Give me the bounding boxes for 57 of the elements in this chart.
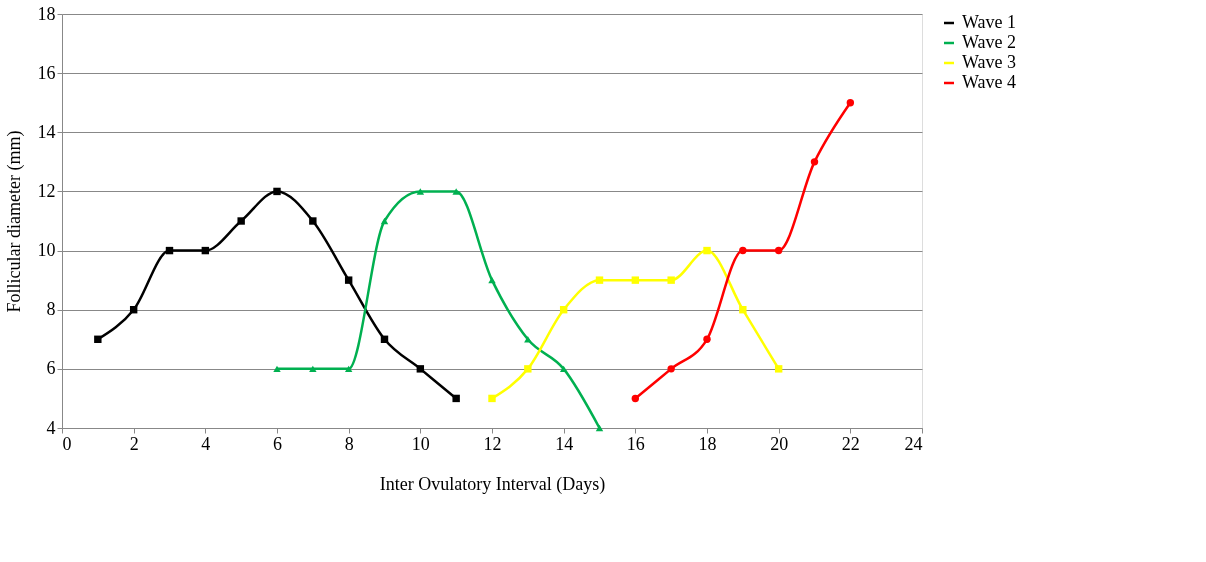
y-axis-title: Follicular diameter (mm) — [3, 130, 25, 313]
y-tick-label: 16 — [37, 62, 56, 83]
y-tick-label: 6 — [46, 358, 56, 379]
x-tick-label: 20 — [770, 433, 789, 454]
point — [774, 365, 783, 373]
y-tick-label: 14 — [37, 121, 56, 142]
y-tick-label: 4 — [46, 417, 56, 438]
legend-label: Wave 3 — [962, 52, 1017, 72]
legend-label: Wave 1 — [962, 12, 1017, 32]
x-tick-label: 18 — [698, 433, 717, 454]
point — [846, 99, 855, 107]
point — [452, 394, 460, 403]
point — [380, 217, 389, 225]
point — [452, 188, 460, 195]
point — [94, 335, 102, 343]
point — [667, 365, 675, 373]
point — [595, 276, 604, 284]
point — [595, 424, 604, 432]
point — [309, 365, 317, 373]
x-tick-label: 2 — [129, 433, 139, 454]
x-tick-label: 22 — [841, 433, 860, 454]
point — [739, 306, 747, 314]
point — [416, 365, 425, 373]
legend-label: Wave 4 — [962, 72, 1017, 92]
x-tick-label: 8 — [344, 433, 354, 454]
point — [631, 394, 640, 403]
point — [810, 158, 819, 166]
y-tick-label: 10 — [37, 240, 56, 261]
legend-label: Wave 2 — [962, 32, 1017, 52]
point — [703, 335, 711, 343]
x-tick-label: 10 — [411, 433, 430, 454]
point — [488, 394, 496, 403]
y-tick-label: 8 — [46, 299, 56, 320]
x-tick-label: 6 — [273, 433, 282, 454]
x-axis-title: Inter Ovulatory Interval (Days) — [379, 473, 606, 495]
point — [273, 187, 281, 196]
y-tick-label: 12 — [37, 180, 56, 201]
x-tick-label: 24 — [904, 433, 923, 454]
x-tick-label: 12 — [483, 433, 502, 454]
point — [273, 365, 281, 373]
point — [416, 188, 425, 195]
point — [344, 365, 353, 373]
x-tick-label: 14 — [555, 433, 574, 454]
point — [524, 365, 532, 373]
point — [559, 365, 568, 373]
point — [774, 246, 783, 255]
x-tick-label: 4 — [201, 433, 211, 454]
x-tick-label: 16 — [626, 433, 645, 454]
point — [237, 217, 245, 225]
y-tick-label: 18 — [37, 3, 56, 24]
x-tick-label: 0 — [62, 433, 72, 454]
point — [703, 246, 711, 255]
point — [667, 276, 675, 284]
point — [631, 276, 640, 284]
point — [309, 217, 317, 225]
point — [344, 276, 353, 284]
point — [739, 246, 747, 255]
